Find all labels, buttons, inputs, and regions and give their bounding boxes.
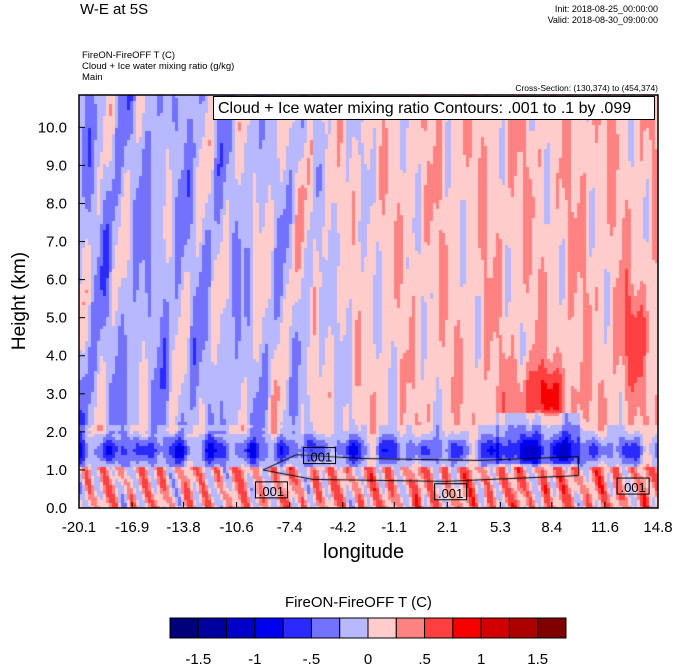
colorbar-swatch: [254, 617, 284, 639]
x-tick-label: -10.6: [220, 519, 254, 536]
contour-label: .001: [620, 480, 645, 495]
x-tick-label: -13.8: [166, 519, 200, 536]
colorbar-label: -.5: [303, 651, 321, 667]
colorbar-swatch: [537, 617, 567, 639]
x-tick-label: -20.1: [62, 519, 96, 536]
cross-section-label: Cross-Section: (130,374) to (454,374): [515, 83, 658, 93]
x-axis-label: longitude: [323, 541, 405, 563]
colorbar-swatch: [226, 617, 256, 639]
colorbar-label: .5: [418, 651, 431, 667]
colorbar-label: -1: [248, 651, 261, 667]
valid-time: Valid: 2018-08-30_09:00:00: [547, 15, 658, 25]
field-label-temp: FireON-FireOFF T (C): [82, 50, 176, 61]
plot-frame: [78, 94, 659, 509]
colorbar: -1.5 -1 -.5 0 .5 1 1.5: [169, 617, 567, 667]
plot-title: W-E at 5S: [80, 1, 149, 18]
colorbar-swatch: [282, 617, 312, 639]
colorbar-title: FireON-FireOFF T (C): [285, 594, 432, 611]
x-tick-label: -1.1: [381, 519, 407, 536]
y-tick-label: 0.0: [46, 500, 67, 517]
y-tick-label: 10.0: [38, 119, 67, 136]
y-tick-label: 1.0: [46, 462, 67, 479]
contour-label-box: [616, 477, 650, 495]
x-tick-label: -7.4: [277, 519, 303, 536]
colorbar-swatch: [367, 617, 397, 639]
colorbar-swatch: [424, 617, 454, 639]
x-tick-label: 2.1: [437, 519, 458, 536]
y-tick-label: 2.0: [46, 424, 67, 441]
colorbar-swatch: [452, 617, 482, 639]
x-tick-label: 14.8: [643, 519, 672, 536]
y-tick-label: 3.0: [46, 386, 67, 403]
y-tick-label: 6.0: [46, 272, 67, 289]
contour-label-box: [303, 447, 337, 465]
x-tick-label: -4.2: [330, 519, 356, 536]
colorbar-label: 1: [477, 651, 485, 667]
x-tick-label: 8.4: [541, 519, 562, 536]
contour-label-box: [434, 483, 468, 501]
y-axis-label: Height (km): [9, 251, 30, 351]
colorbar-label: 1.5: [527, 651, 548, 667]
plot-axes: -20.1 -16.9 -13.8 -10.6 -7.4 -4.2 -1.1 2.1 5.3 8.…: [38, 94, 673, 536]
colorbar-swatch: [169, 617, 199, 639]
contour-label-box: [254, 481, 288, 499]
field-label-cloud: Cloud + Ice water mixing ratio (g/kg): [82, 61, 235, 72]
x-tick-label: 11.6: [591, 519, 619, 536]
y-tick-label: 5.0: [46, 310, 67, 327]
colorbar-swatch: [395, 617, 426, 639]
y-tick-label: 4.0: [46, 348, 67, 365]
x-tick-label: -16.9: [115, 519, 149, 536]
colorbar-label: -1.5: [185, 651, 211, 667]
y-tick-label: 7.0: [46, 234, 67, 251]
colorbar-swatch: [480, 617, 510, 639]
init-time: Init: 2018-08-25_00:00:00: [554, 4, 658, 14]
colorbar-swatch: [508, 617, 539, 639]
contour-legend: Cloud + Ice water mixing ratio Contours:…: [213, 96, 655, 120]
contour-label: .001: [259, 484, 284, 499]
colorbar-swatch: [339, 617, 369, 639]
colorbar-swatch: [310, 617, 341, 639]
y-tick-label: 9.0: [46, 157, 67, 174]
y-tick-label: 8.0: [46, 195, 67, 212]
field-label-main: Main: [82, 72, 103, 83]
x-tick-label: 5.3: [490, 519, 511, 536]
contour-label: .001: [307, 450, 332, 465]
colorbar-label: 0: [364, 651, 372, 667]
colorbar-swatch: [197, 617, 228, 639]
temperature-difference-field: [79, 95, 658, 508]
contour-label: .001: [438, 486, 463, 501]
